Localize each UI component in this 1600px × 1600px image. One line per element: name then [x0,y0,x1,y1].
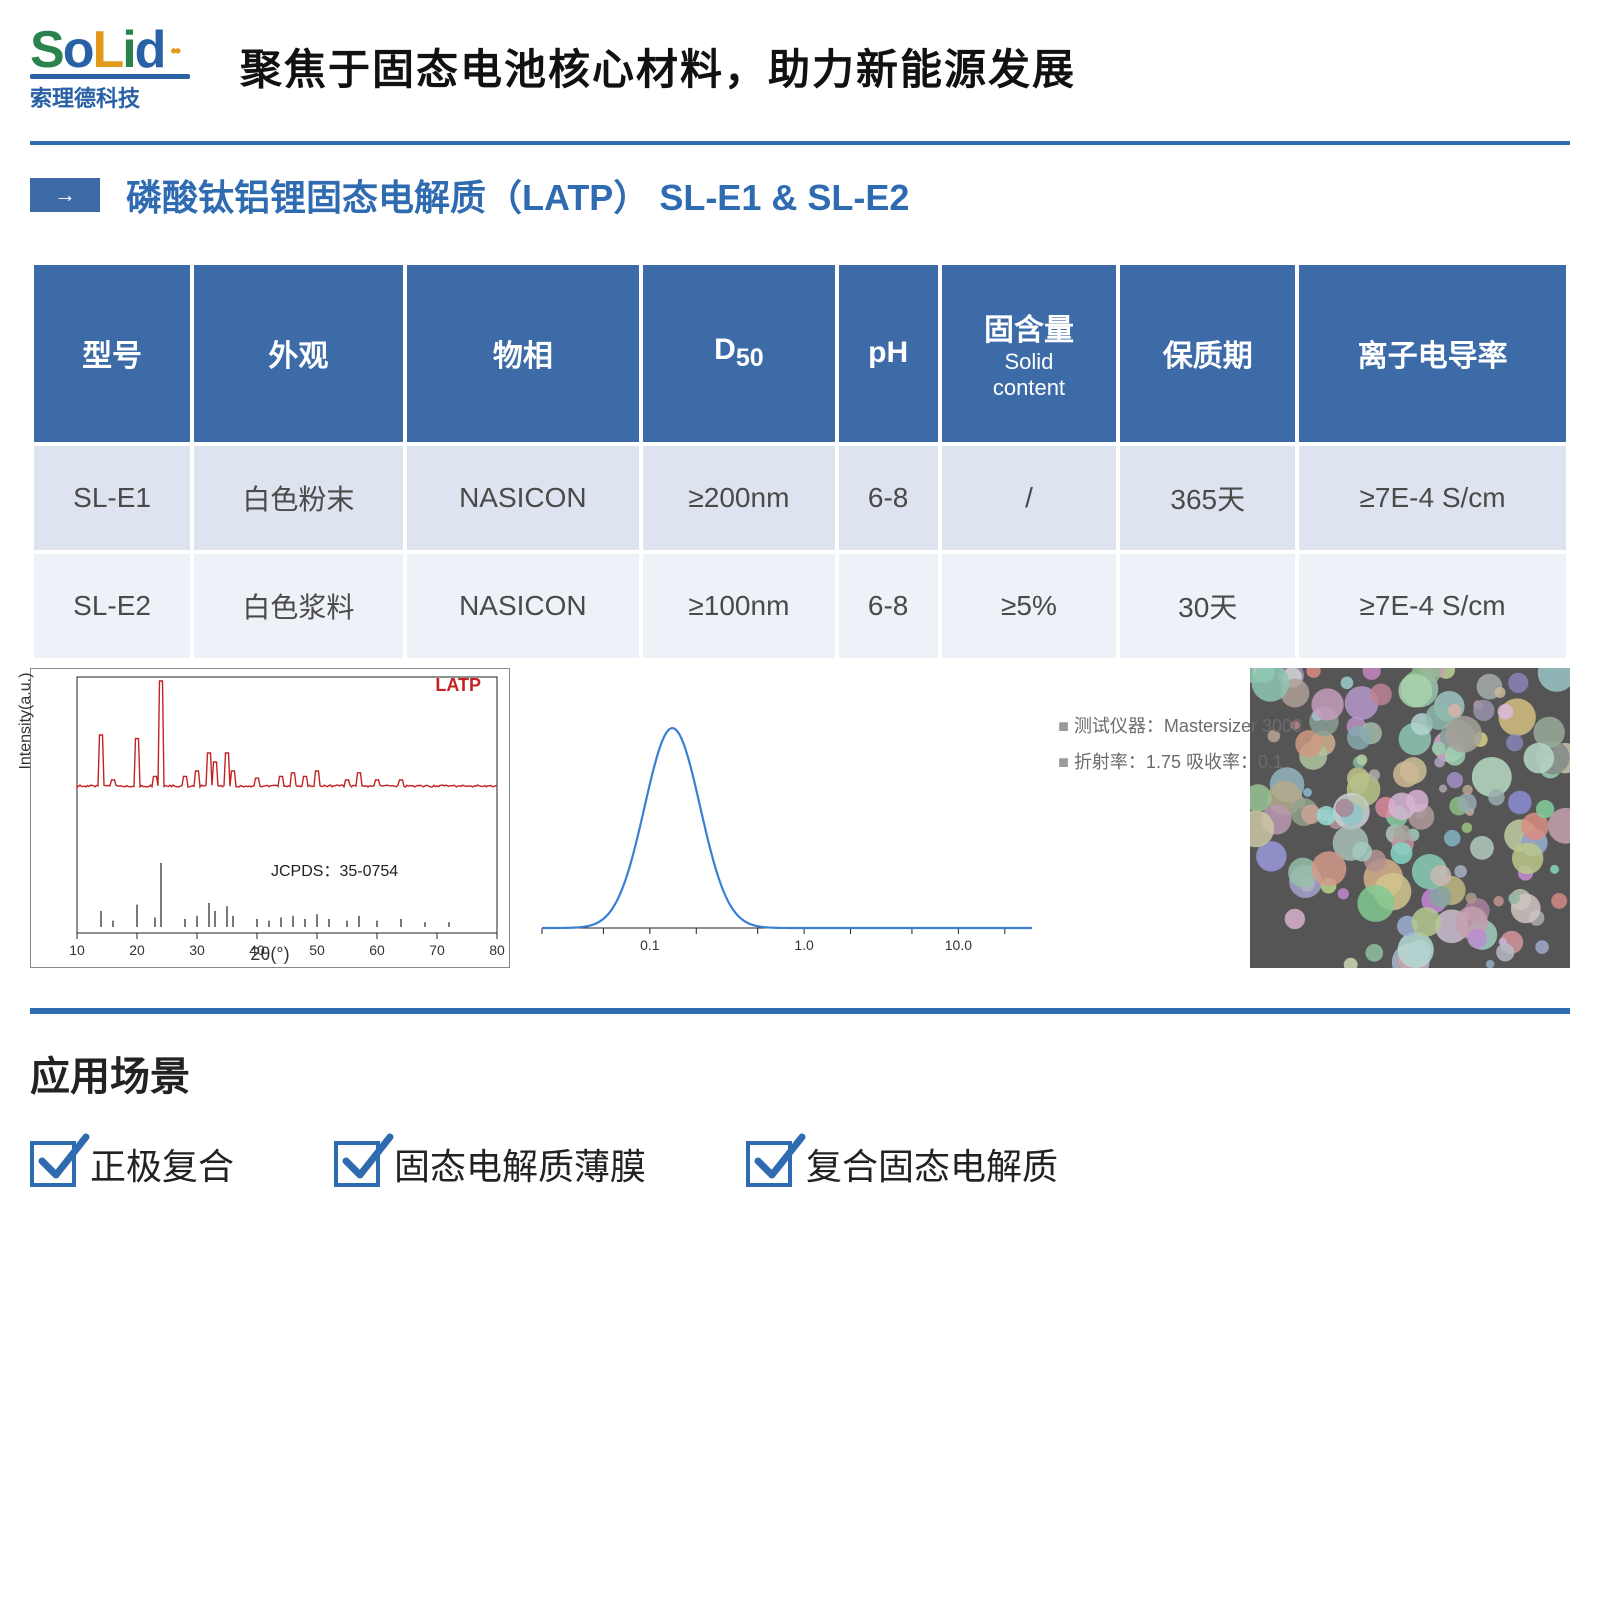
xrd-xlabel: 2θ(°) [250,944,289,965]
charts-row: LATP JCPDS：35-0754 1020304050607080 Inte… [30,668,1570,968]
spec-table: 型号外观物相D50pH固含量Solidcontent保质期离子电导率 SL-E1… [30,261,1570,662]
svg-text:80: 80 [489,942,505,958]
table-cell: SL-E1 [34,446,190,550]
svg-text:70: 70 [429,942,445,958]
table-header: 型号 [34,265,190,442]
table-cell: ≥100nm [643,554,835,658]
applications-list: 正极复合 固态电解质薄膜 复合固态电解质 [30,1138,1570,1190]
psd-chart: 0.11.010.0 测试仪器：Mastersizer 3000 折射率：1.7… [522,668,1042,968]
arrow-icon [30,178,100,212]
xrd-ylabel: Intensity(a.u.) [17,672,35,769]
table-cell: 白色浆料 [194,554,403,658]
tagline: 聚焦于固态电池核心材料，助力新能源发展 [240,36,1076,97]
table-cell: 30天 [1120,554,1295,658]
svg-text:30: 30 [189,942,205,958]
xrd-svg: 1020304050607080 [31,669,511,969]
application-item: 正极复合 [30,1138,234,1190]
applications-title: 应用场景 [30,1044,1570,1102]
application-item: 固态电解质薄膜 [334,1138,646,1190]
table-cell: 6-8 [839,554,938,658]
xrd-latp-label: LATP [435,675,481,696]
section-title: 磷酸钛铝锂固态电解质（LATP） SL-E1 & SL-E2 [30,169,1570,221]
check-icon [334,1141,380,1187]
check-icon [746,1141,792,1187]
psd-legend: 测试仪器：Mastersizer 3000 折射率：1.75 吸收率：0.1 [1058,708,1302,780]
table-cell: NASICON [407,446,639,550]
table-cell: 白色粉末 [194,446,403,550]
psd-legend-row: 折射率：1.75 吸收率：0.1 [1058,744,1302,780]
svg-text:10: 10 [69,942,85,958]
table-row: SL-E2白色浆料NASICON≥100nm6-8≥5%30天≥7E-4 S/c… [34,554,1566,658]
table-cell: ≥7E-4 S/cm [1299,446,1566,550]
logo: SoLid•• 索理德科技 [30,20,210,113]
table-header: 离子电导率 [1299,265,1566,442]
table-header: D50 [643,265,835,442]
application-label: 正极复合 [90,1138,234,1190]
divider-top [30,141,1570,145]
table-cell: SL-E2 [34,554,190,658]
xrd-chart: LATP JCPDS：35-0754 1020304050607080 Inte… [30,668,510,968]
svg-text:1.0: 1.0 [794,937,814,953]
table-cell: ≥7E-4 S/cm [1299,554,1566,658]
divider-bottom [30,1008,1570,1014]
table-header: 外观 [194,265,403,442]
xrd-jcpds-label: JCPDS：35-0754 [271,857,398,881]
logo-subtitle: 索理德科技 [30,81,210,113]
header: SoLid•• 索理德科技 聚焦于固态电池核心材料，助力新能源发展 [30,20,1570,113]
table-cell: 365天 [1120,446,1295,550]
table-cell: 6-8 [839,446,938,550]
psd-svg: 0.1 1.0 10.0 [522,668,1042,968]
check-icon [30,1141,76,1187]
section-title-text: 磷酸钛铝锂固态电解质（LATP） SL-E1 & SL-E2 [126,169,909,221]
table-row: SL-E1白色粉末NASICON≥200nm6-8/365天≥7E-4 S/cm [34,446,1566,550]
table-cell: ≥200nm [643,446,835,550]
table-header: 保质期 [1120,265,1295,442]
svg-text:0.1: 0.1 [640,937,660,953]
table-header: 固含量Solidcontent [942,265,1117,442]
svg-text:20: 20 [129,942,145,958]
svg-text:50: 50 [309,942,325,958]
svg-text:60: 60 [369,942,385,958]
table-header: pH [839,265,938,442]
application-item: 复合固态电解质 [746,1138,1058,1190]
table-cell: / [942,446,1117,550]
table-cell: NASICON [407,554,639,658]
psd-legend-row: 测试仪器：Mastersizer 3000 [1058,708,1302,744]
application-label: 固态电解质薄膜 [394,1138,646,1190]
application-label: 复合固态电解质 [806,1138,1058,1190]
svg-text:10.0: 10.0 [945,937,972,953]
table-cell: ≥5% [942,554,1117,658]
table-header: 物相 [407,265,639,442]
